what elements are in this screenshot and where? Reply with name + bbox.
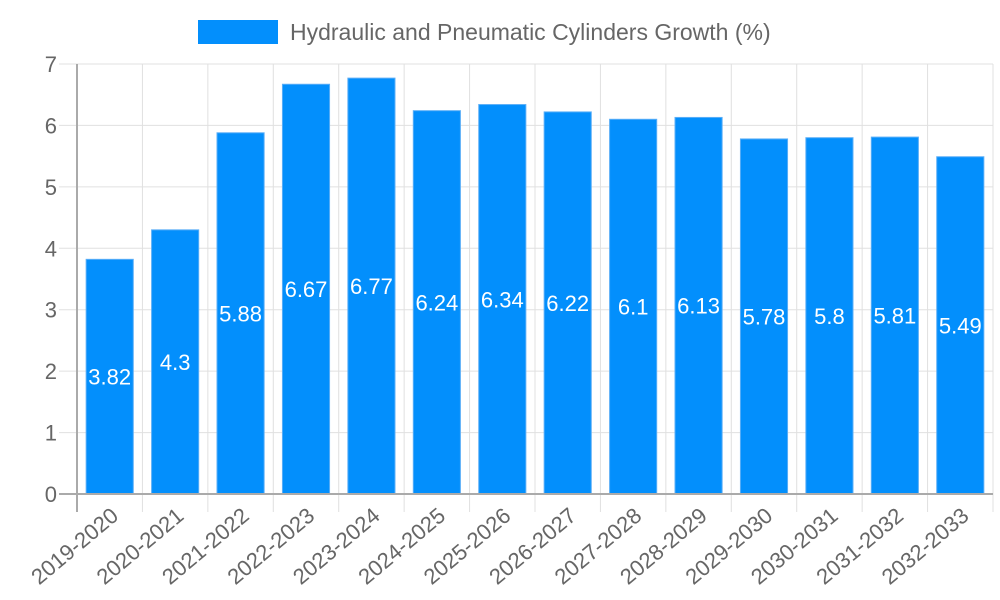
bar[interactable]	[609, 118, 658, 495]
y-tick-label: 7	[45, 52, 57, 77]
data-label: 5.81	[873, 304, 916, 329]
axes	[59, 64, 993, 512]
y-tick-label: 3	[45, 298, 57, 323]
y-tick-label: 1	[45, 421, 57, 446]
bar[interactable]	[936, 156, 985, 495]
bar[interactable]	[870, 136, 919, 495]
bar[interactable]	[216, 132, 265, 495]
bar[interactable]	[805, 137, 854, 495]
bar[interactable]	[151, 229, 200, 495]
data-label: 6.24	[415, 290, 458, 315]
y-tick-label: 5	[45, 175, 57, 200]
data-label: 5.78	[743, 304, 786, 329]
data-label: 5.49	[939, 313, 982, 338]
bars	[85, 77, 985, 495]
bar[interactable]	[412, 110, 461, 495]
data-label: 6.67	[285, 277, 328, 302]
data-label: 3.82	[88, 365, 131, 390]
data-label: 6.34	[481, 287, 524, 312]
bar[interactable]	[543, 111, 592, 495]
y-tick-label: 2	[45, 359, 57, 384]
x-axis-ticks: 2019-20202020-20212021-20222022-20232023…	[26, 503, 973, 590]
legend-swatch	[198, 20, 278, 44]
data-label: 5.8	[814, 304, 845, 329]
legend-label: Hydraulic and Pneumatic Cylinders Growth…	[290, 18, 771, 45]
y-tick-label: 4	[45, 236, 57, 261]
bar[interactable]	[739, 138, 789, 495]
bar[interactable]	[85, 258, 134, 495]
data-label: 6.77	[350, 274, 393, 299]
bar[interactable]	[478, 104, 527, 495]
bar[interactable]	[281, 83, 331, 495]
y-tick-label: 6	[45, 113, 57, 138]
bar[interactable]	[674, 116, 723, 495]
data-label: 6.1	[618, 295, 649, 320]
data-labels: 3.82 4.3 5.88 6.67 6.77 6.24 6.34 6.22 6.1 6.13 5.…	[88, 274, 981, 390]
data-label: 6.13	[677, 294, 720, 319]
y-tick-label: 0	[45, 482, 57, 507]
chart-legend[interactable]: Hydraulic and Pneumatic Cylinders Growth…	[198, 19, 771, 45]
y-axis-ticks: 0 1 2 3 4 5 6 7	[45, 52, 57, 507]
data-label: 4.3	[160, 350, 191, 375]
data-label: 5.88	[219, 301, 262, 326]
data-label: 6.22	[546, 291, 589, 316]
